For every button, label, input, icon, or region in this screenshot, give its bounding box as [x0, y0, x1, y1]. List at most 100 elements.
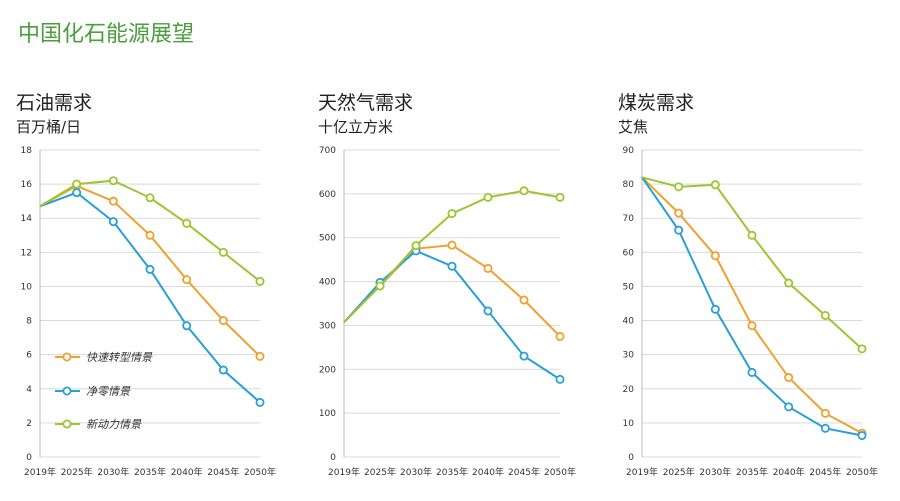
coal-series-fast-point — [747, 321, 757, 331]
oil-series-new-point — [182, 218, 192, 228]
gas-x-tick: 2030年 — [400, 466, 432, 478]
oil-y-tick: 0 — [26, 453, 32, 463]
coal-y-tick: 50 — [623, 282, 635, 292]
gas-series-fast-point — [483, 263, 493, 273]
gas-series-new-point — [411, 241, 421, 251]
coal-series-new-point — [710, 180, 720, 190]
oil-series-zero-point — [218, 365, 228, 375]
oil-x-tick: 2045年 — [207, 466, 239, 478]
coal-series-zero-point — [857, 431, 867, 441]
coal-x-tick: 2030年 — [699, 466, 731, 478]
legend-label-zero: 净零情景 — [86, 385, 131, 398]
oil-y-tick: 16 — [21, 180, 33, 190]
oil-x-tick: 2030年 — [97, 466, 129, 478]
legend-item-new: 新动力情景 — [55, 418, 142, 431]
oil-series-zero-point — [108, 217, 118, 227]
oil-series-new-point — [255, 276, 265, 286]
gas-x-tick: 2035年 — [436, 466, 468, 478]
coal-chart: 0 10 20 30 40 50 60 70 80 90 2019年 2025年 2030年 2035年 2… — [623, 146, 878, 478]
legend-label-fast: 快速转型情景 — [86, 351, 153, 364]
coal-x-tick: 2040年 — [773, 466, 805, 478]
oil-series-new-point — [108, 176, 118, 186]
oil-series-zero-point — [72, 188, 82, 198]
coal-series-zero-point — [674, 225, 684, 235]
oil-x-tick: 2050年 — [244, 466, 276, 478]
gas-series-new-point — [447, 209, 457, 219]
gas-x-tick: 2040年 — [472, 466, 504, 478]
oil-y-tick: 14 — [21, 214, 33, 224]
oil-series-fast-point — [255, 351, 265, 361]
gas-x-tick: 2025年 — [364, 466, 396, 478]
gas-y-tick: 300 — [319, 321, 336, 331]
oil-x-tick: 2025年 — [61, 466, 93, 478]
gas-series-fast-point — [519, 295, 529, 305]
gas-y-tick: 500 — [319, 234, 336, 244]
gas-panel: 天然气需求 十亿立方米 0 100 200 300 400 500 600 700 2019年 2… — [302, 0, 602, 501]
oil-series-zero-point — [145, 264, 155, 274]
gas-y-tick: 0 — [330, 453, 336, 463]
legend-marker-new — [62, 419, 72, 429]
coal-series-fast-point — [710, 251, 720, 261]
coal-panel: 煤炭需求 艾焦 0 10 20 30 40 50 60 70 80 90 2019年 2025年 203… — [602, 0, 900, 501]
oil-y-tick: 18 — [21, 146, 33, 156]
gas-y-tick: 400 — [319, 278, 336, 288]
legend-item-fast: 快速转型情景 — [55, 351, 153, 364]
oil-chart: 0 2 4 6 8 10 12 14 16 18 2019年 2025年 2030年 2035年 2040年… — [21, 146, 276, 478]
oil-unit: 百万桶/日 — [16, 118, 82, 136]
coal-series-zero-point — [710, 304, 720, 314]
oil-series-fast-point — [182, 275, 192, 285]
gas-series-new-point — [555, 192, 565, 202]
oil-y-tick: 4 — [26, 385, 32, 395]
coal-y-tick: 40 — [623, 317, 635, 327]
gas-series-zero-point — [447, 261, 457, 271]
coal-series-new-point — [820, 310, 830, 320]
coal-y-tick: 10 — [623, 419, 635, 429]
coal-series-new-point — [857, 344, 867, 354]
oil-panel: 石油需求 百万桶/日 0 2 4 6 8 10 12 14 16 18 2019年 2025年 2030… — [0, 0, 300, 501]
gas-series-fast-point — [447, 240, 457, 250]
coal-series-fast-point — [674, 208, 684, 218]
coal-series-zero-point — [784, 402, 794, 412]
coal-series-zero-point — [747, 367, 757, 377]
legend-marker-fast — [62, 352, 72, 362]
legend-item-zero: 净零情景 — [55, 385, 131, 398]
coal-y-tick: 20 — [623, 385, 635, 395]
oil-series-zero-point — [182, 321, 192, 331]
coal-series-new-point — [784, 278, 794, 288]
gas-x-tick: 2019年 — [328, 466, 360, 478]
gas-series-fast-point — [555, 331, 565, 341]
oil-title: 石油需求 — [16, 92, 93, 114]
oil-y-tick: 2 — [26, 419, 32, 429]
oil-series-new-point — [72, 179, 82, 189]
coal-x-tick: 2035年 — [736, 466, 768, 478]
gas-unit: 十亿立方米 — [318, 118, 394, 136]
page-title: 中国化石能源展望 — [18, 22, 195, 47]
gas-x-tick: 2045年 — [508, 466, 540, 478]
coal-y-tick: 70 — [623, 214, 635, 224]
oil-y-tick: 6 — [26, 351, 32, 361]
oil-series-zero-point — [255, 397, 265, 407]
coal-y-tick: 80 — [623, 180, 635, 190]
coal-y-tick: 0 — [628, 453, 634, 463]
oil-x-tick: 2040年 — [171, 466, 203, 478]
coal-unit: 艾焦 — [618, 118, 649, 136]
coal-x-tick: 2045年 — [809, 466, 841, 478]
coal-x-tick: 2019年 — [626, 466, 658, 478]
gas-series-new-point — [375, 281, 385, 291]
coal-series-zero-line — [641, 176, 863, 437]
oil-series-fast-point — [218, 316, 228, 326]
legend-marker-zero — [62, 386, 72, 396]
coal-series-new-point — [747, 230, 757, 240]
gas-y-tick: 600 — [319, 190, 336, 200]
oil-series-fast-point — [108, 196, 118, 206]
oil-y-tick: 10 — [21, 282, 33, 292]
gas-series-zero-point — [555, 374, 565, 384]
coal-y-tick: 60 — [623, 248, 635, 258]
coal-series-fast-point — [784, 373, 794, 383]
oil-series-fast-point — [145, 230, 155, 240]
oil-x-tick: 2019年 — [24, 466, 56, 478]
coal-y-tick: 90 — [623, 146, 635, 156]
gas-series-zero-point — [483, 306, 493, 316]
oil-series-new-point — [218, 247, 228, 257]
coal-title: 煤炭需求 — [618, 92, 695, 114]
